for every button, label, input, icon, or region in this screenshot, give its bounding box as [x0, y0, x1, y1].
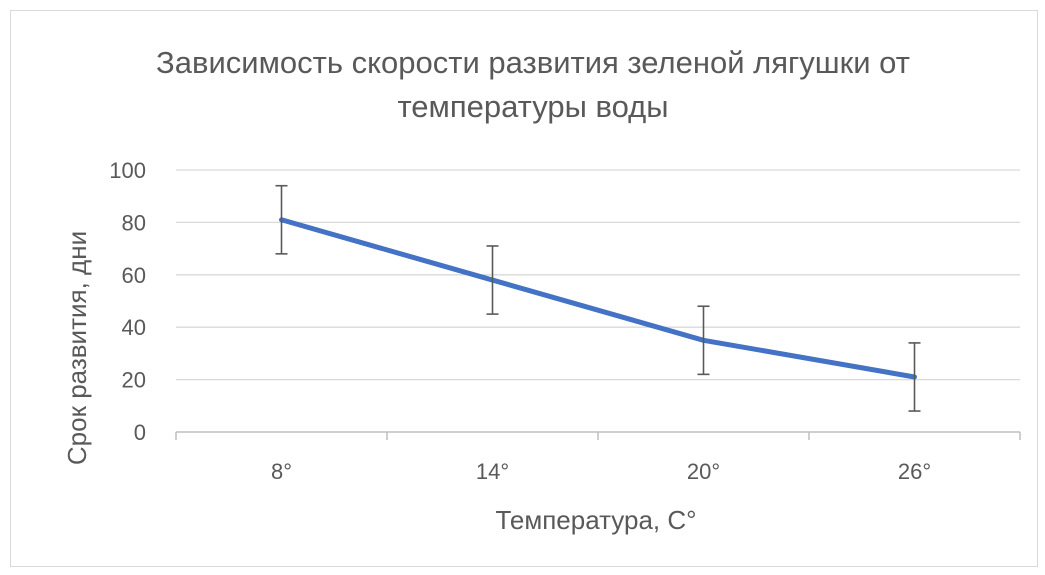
x-axis-title: Температура, С°: [495, 505, 696, 535]
x-tick-label: 26°: [898, 459, 931, 484]
y-tick-label: 60: [122, 263, 146, 288]
error-bar: [275, 184, 288, 255]
gridlines: [176, 169, 1020, 381]
y-tick-label: 40: [122, 315, 146, 340]
error-bar: [486, 245, 499, 315]
y-axis-title: Срок развития, дни: [62, 231, 92, 465]
x-tick-labels: 8° 14° 20° 26°: [271, 459, 931, 484]
x-tick-label: 20°: [687, 459, 720, 484]
x-tick-label: 8°: [271, 459, 292, 484]
error-bar: [697, 305, 710, 376]
series-line: [279, 217, 917, 380]
y-tick-labels: 0 20 40 60 80 100: [109, 158, 146, 445]
y-tick-label: 0: [134, 420, 146, 445]
chart-title-line-2: температуры воды: [397, 89, 668, 124]
series: [279, 217, 917, 380]
x-axis: [175, 431, 1021, 440]
y-tick-label: 20: [122, 368, 146, 393]
error-bars: [275, 184, 921, 412]
error-bar: [908, 342, 921, 412]
y-tick-label: 80: [122, 210, 146, 235]
x-tick-label: 14°: [476, 459, 509, 484]
y-tick-label: 100: [109, 158, 146, 183]
chart-title-line-1: Зависимость скорости развития зеленой ля…: [156, 45, 910, 80]
